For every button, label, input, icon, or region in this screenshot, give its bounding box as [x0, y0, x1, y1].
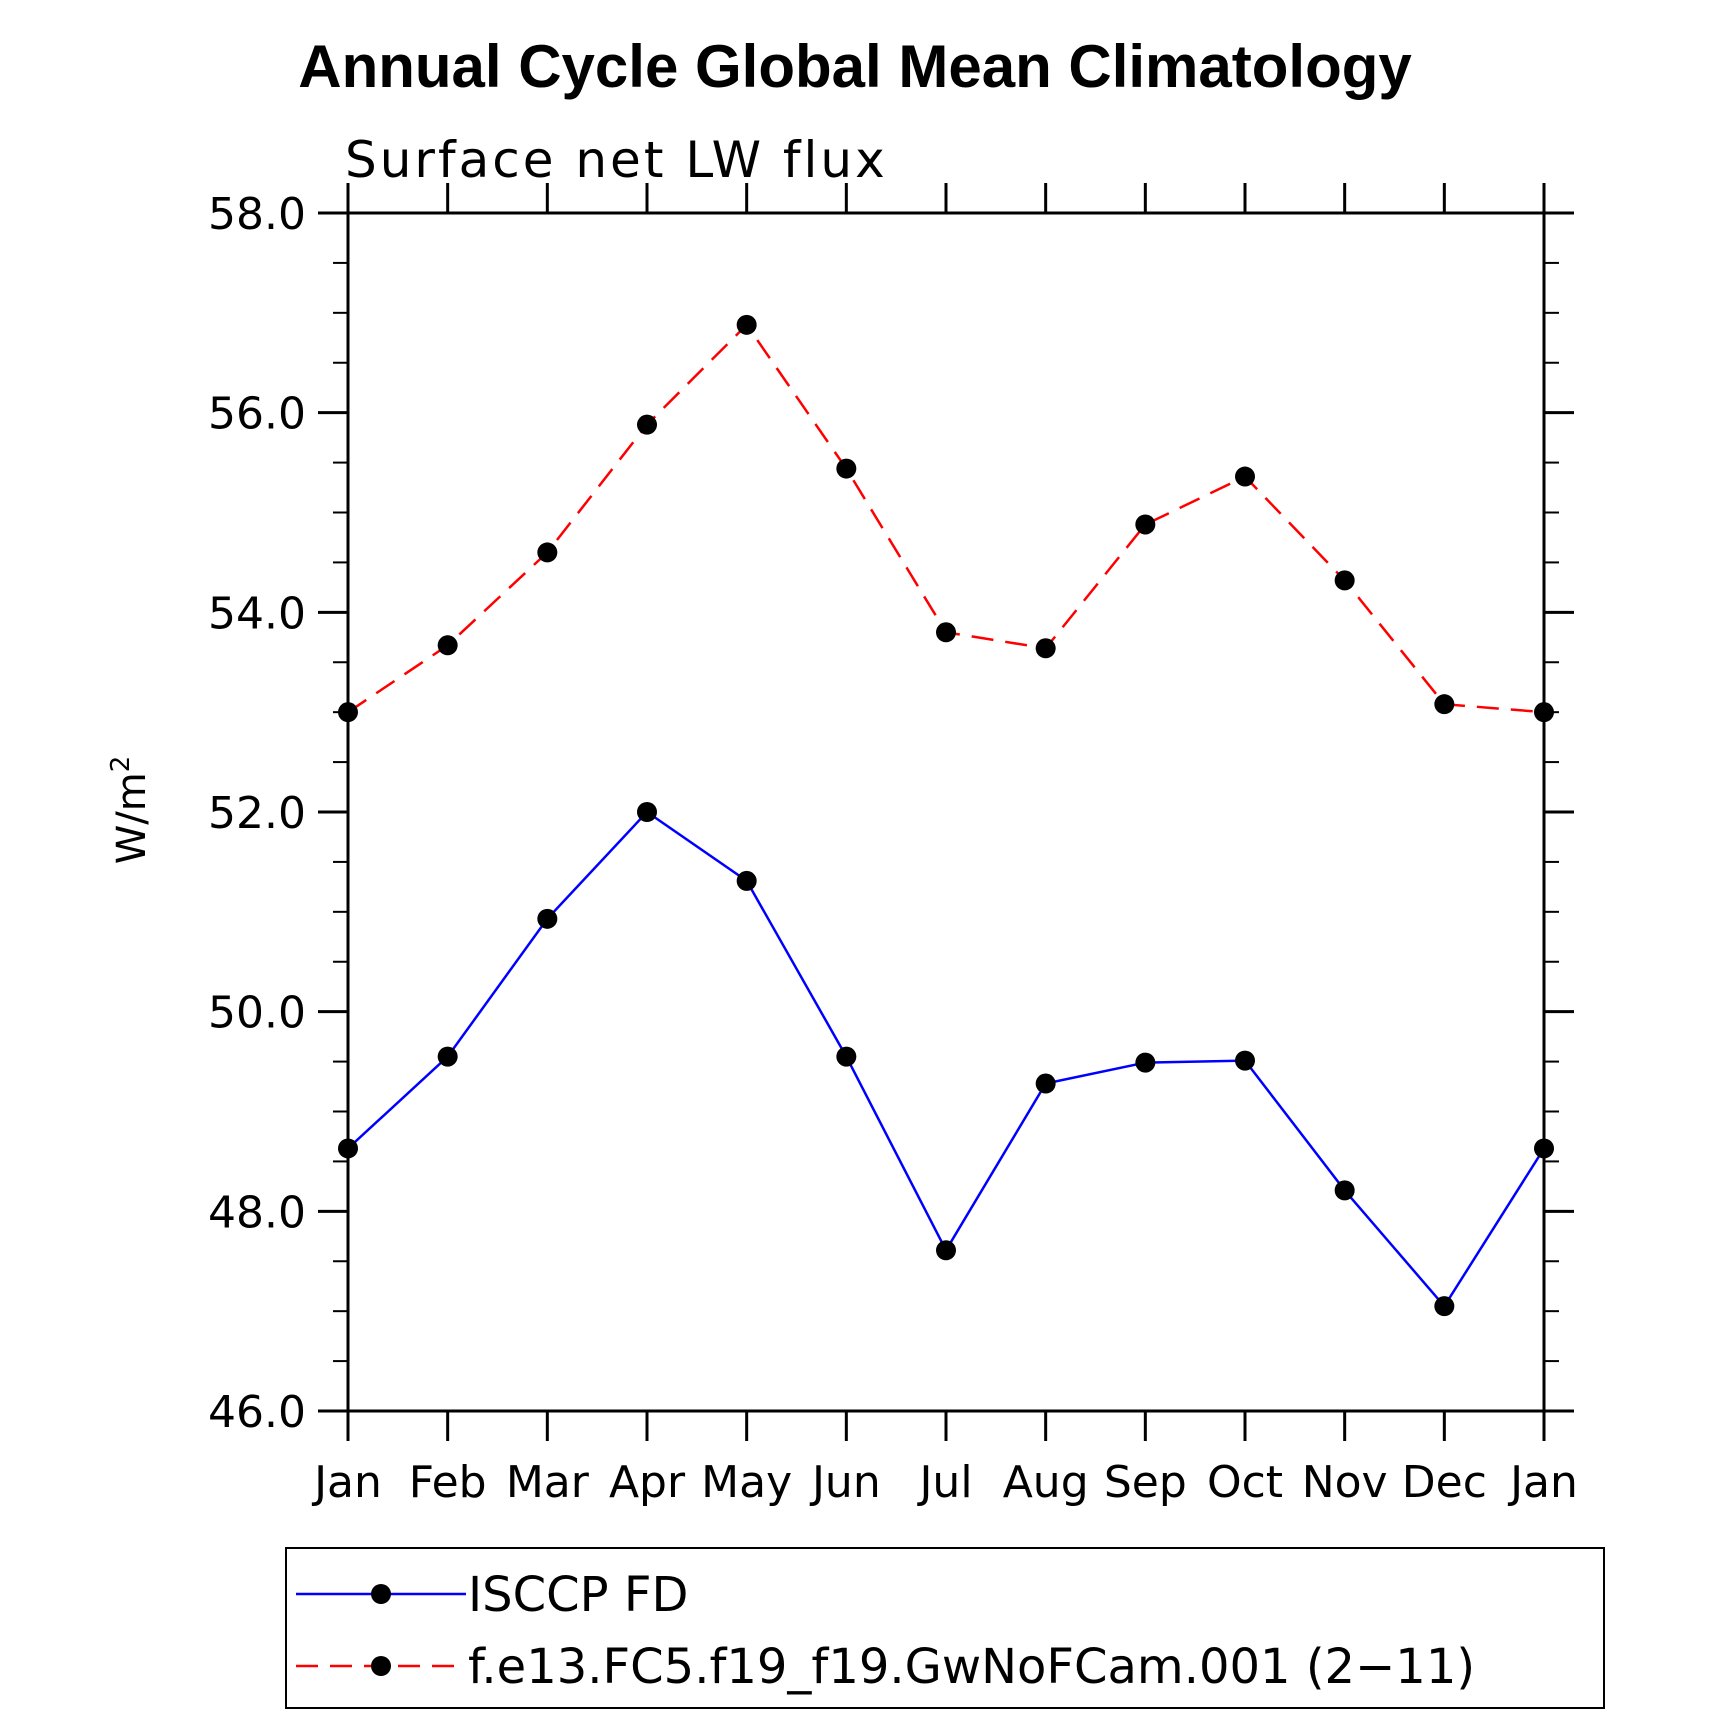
y-tick-label: 48.0 — [208, 1187, 306, 1238]
series-1-point — [338, 1138, 358, 1159]
y-axis-label-text: W/m — [109, 772, 155, 864]
chart-subtitle: Surface net LW flux — [345, 131, 888, 189]
series-1-point — [637, 802, 657, 822]
series-2-point — [1235, 466, 1255, 487]
y-tick-label: 52.0 — [208, 788, 306, 839]
series-2-point — [1035, 638, 1056, 659]
y-axis-label: W/m2 — [106, 756, 155, 865]
legend: ISCCP FD f.e13.FC5.f19_f19.GwNoFCam.001 (… — [285, 1547, 1605, 1709]
series-2-point — [936, 622, 956, 643]
series-2-point — [736, 314, 757, 335]
series-1-point — [1135, 1052, 1156, 1073]
x-tick-label: Sep — [1104, 1457, 1187, 1508]
series-layer — [338, 314, 1554, 1317]
series-2-point — [437, 635, 458, 656]
x-tick-label: Apr — [609, 1457, 686, 1508]
series-1-point — [537, 908, 558, 929]
y-tick-label: 58.0 — [208, 189, 306, 240]
x-tick-label: Nov — [1302, 1457, 1388, 1508]
chart-title: Annual Cycle Global Mean Climatology — [298, 33, 1412, 100]
series-1-point — [736, 870, 757, 891]
x-tick-label: Oct — [1207, 1457, 1283, 1508]
y-tick-label: 56.0 — [208, 389, 306, 440]
legend-marker-1 — [371, 1584, 391, 1604]
legend-marker-2 — [371, 1656, 391, 1676]
series-1-point — [1235, 1050, 1255, 1071]
y-tick-label: 50.0 — [208, 988, 306, 1039]
plot-axes: 46.0 48.0 50.0 52.0 54.0 56.0 58.0 Jan Feb Mar Apr… — [208, 183, 1578, 1508]
series-1-point — [437, 1046, 458, 1067]
series-1-point — [936, 1240, 956, 1261]
series-2-point — [537, 542, 558, 563]
series-1-point — [1035, 1073, 1056, 1094]
x-tick-label: May — [701, 1457, 792, 1508]
series-1-point — [1534, 1138, 1554, 1159]
series-line-2 — [347, 322, 1545, 714]
y-tick-label: 54.0 — [208, 588, 306, 639]
x-tick-label: Aug — [1003, 1457, 1089, 1508]
x-tick-label: Jun — [809, 1457, 881, 1508]
legend-label-1: ISCCP FD — [468, 1567, 688, 1623]
series-2-point — [1434, 694, 1455, 715]
series-2-point — [637, 414, 657, 435]
plot-frame — [346, 211, 1546, 1413]
series-2-point — [1534, 702, 1554, 723]
legend-box — [285, 1547, 1605, 1709]
svg-text:W/m2: W/m2 — [106, 756, 155, 865]
x-tick-label: Mar — [506, 1457, 590, 1508]
x-tick-label: Dec — [1402, 1457, 1487, 1508]
x-tick-label: Feb — [409, 1457, 487, 1508]
y-tick-label: 46.0 — [208, 1387, 306, 1438]
x-tick-label: Jan — [311, 1457, 382, 1508]
legend-label-2: f.e13.FC5.f19_f19.GwNoFCam.001 (2−11) — [468, 1639, 1475, 1695]
series-2-point — [1334, 570, 1355, 591]
series-1-point — [1334, 1180, 1355, 1201]
x-tick-label: Jul — [916, 1457, 972, 1508]
series-2-point — [1135, 514, 1156, 535]
series-line-1 — [347, 810, 1546, 1309]
series-2-point — [836, 458, 857, 479]
series-2-point — [338, 702, 358, 723]
x-tick-label: Jan — [1507, 1457, 1578, 1508]
y-axis-label-superscript: 2 — [106, 756, 136, 773]
series-1-point — [1434, 1296, 1455, 1317]
series-1-point — [836, 1046, 857, 1067]
